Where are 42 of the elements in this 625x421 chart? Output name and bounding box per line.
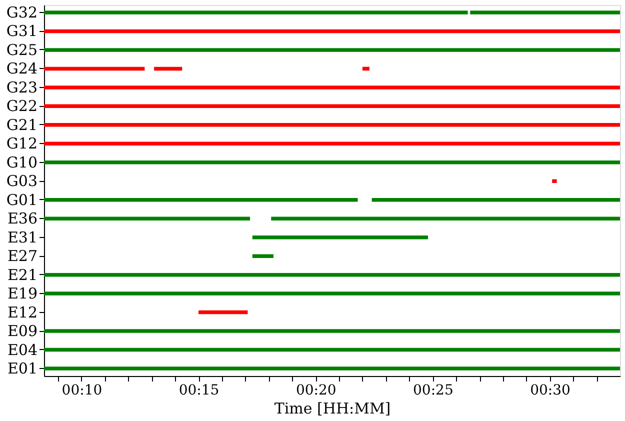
- bar: [44, 329, 620, 333]
- bar: [44, 348, 620, 352]
- bar: [44, 48, 620, 52]
- y-tick-label: E09: [7, 322, 38, 340]
- bar: [252, 254, 274, 258]
- bar: [271, 216, 620, 220]
- y-tick-label: E27: [7, 247, 38, 266]
- y-tick-label: G25: [6, 40, 38, 59]
- y-tick-label: G10: [6, 153, 38, 172]
- y-tick-label: G01: [6, 190, 38, 209]
- bar: [44, 366, 620, 370]
- y-tick-label: G21: [6, 116, 38, 134]
- y-tick-label: G32: [6, 3, 38, 22]
- bar: [44, 198, 358, 202]
- y-tick-label: G24: [6, 60, 38, 78]
- y-tick-label: E19: [7, 284, 38, 303]
- bar: [44, 216, 250, 220]
- y-tick-label: E36: [7, 210, 38, 228]
- x-tick-label: 00:10: [62, 382, 102, 398]
- bar: [372, 198, 620, 202]
- x-tick-label: 00:15: [178, 382, 220, 398]
- y-tick-label: E04: [7, 340, 38, 359]
- bar: [44, 160, 620, 164]
- x-tick-label: 00:20: [296, 382, 336, 398]
- x-axis-title: Time [HH:MM]: [274, 400, 391, 418]
- y-tick-label: G12: [6, 134, 38, 153]
- bar: [362, 66, 370, 71]
- y-tick-label: G22: [6, 97, 38, 116]
- bar: [470, 10, 620, 14]
- bar: [252, 235, 428, 240]
- y-tick-label: G03: [6, 172, 38, 190]
- y-tick-label: E12: [7, 303, 38, 322]
- x-tick-label: 00:30: [530, 382, 570, 398]
- bar: [44, 292, 620, 296]
- y-tick-label: G23: [6, 78, 38, 96]
- x-tick-label: 00:25: [413, 382, 454, 398]
- y-tick-label: E21: [7, 266, 38, 284]
- y-tick-label: E31: [7, 228, 38, 246]
- bar: [44, 272, 620, 277]
- y-tick-label: E01: [7, 360, 38, 378]
- y-tick-label: G31: [6, 22, 38, 40]
- bar: [44, 10, 468, 14]
